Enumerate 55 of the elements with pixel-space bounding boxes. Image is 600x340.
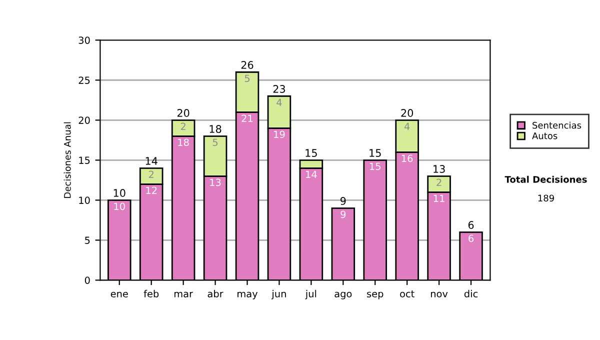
total-label: 15 <box>370 149 381 157</box>
total-label: 13 <box>434 165 445 173</box>
data-label: 2 <box>148 170 154 178</box>
x-tick-label: nov <box>431 292 448 298</box>
total-label: 9 <box>340 197 346 205</box>
legend-label: Sentencias <box>532 122 582 129</box>
data-label: 4 <box>404 122 410 130</box>
x-tick-label: jul <box>305 290 316 300</box>
total-label: 20 <box>177 109 190 117</box>
y-tick-label: 30 <box>78 36 90 44</box>
x-tick-label: sep <box>367 292 384 300</box>
x-tick-label: may <box>238 292 258 300</box>
x-tick-label: abr <box>208 290 224 298</box>
data-label: 5 <box>244 74 250 82</box>
data-label: 12 <box>146 186 157 194</box>
total-label: 15 <box>306 149 317 157</box>
text: Total Decisiones <box>504 176 587 183</box>
y-tick-label: 25 <box>78 76 90 84</box>
data-label: 2 <box>436 178 442 186</box>
y-tick-label: 10 <box>79 196 90 204</box>
data-label: 15 <box>370 162 380 170</box>
data-label: 18 <box>178 138 189 146</box>
data-label: 21 <box>242 114 253 122</box>
data-label: 5 <box>212 138 218 146</box>
total-label: 10 <box>114 189 126 197</box>
data-label: 6 <box>468 234 474 242</box>
data-label: 2 <box>180 122 186 130</box>
y-axis-title: Decisiones Anual <box>64 122 71 198</box>
data-label: 13 <box>210 178 221 186</box>
x-tick-label: dic <box>464 290 478 298</box>
total-label: 20 <box>401 109 414 117</box>
total-label: 23 <box>273 85 286 93</box>
data-label: 16 <box>402 154 413 162</box>
y-tick-label: 0 <box>84 276 90 284</box>
total-label: 26 <box>241 61 254 69</box>
text: 189 <box>538 194 554 202</box>
total-label: 6 <box>468 221 474 229</box>
data-label: 11 <box>434 194 444 202</box>
y-tick-label: 15 <box>79 156 90 164</box>
x-tick-label: jun <box>272 290 286 300</box>
x-tick-label: ene <box>110 292 128 298</box>
y-tick-label: 5 <box>85 236 90 244</box>
data-label: 19 <box>274 130 285 138</box>
total-label: 14 <box>146 157 158 165</box>
x-tick-label: mar <box>174 292 194 298</box>
y-tick-label: 20 <box>78 116 90 124</box>
data-label: 4 <box>276 98 282 106</box>
x-tick-label: oct <box>400 290 414 298</box>
x-tick-label: ago <box>334 292 352 300</box>
legend-label: Autos <box>532 132 558 140</box>
data-label: 10 <box>114 202 125 210</box>
data-label: 9 <box>340 210 346 218</box>
data-label: 14 <box>306 170 317 178</box>
x-tick-label: feb <box>144 290 159 298</box>
total-label: 18 <box>210 125 222 133</box>
